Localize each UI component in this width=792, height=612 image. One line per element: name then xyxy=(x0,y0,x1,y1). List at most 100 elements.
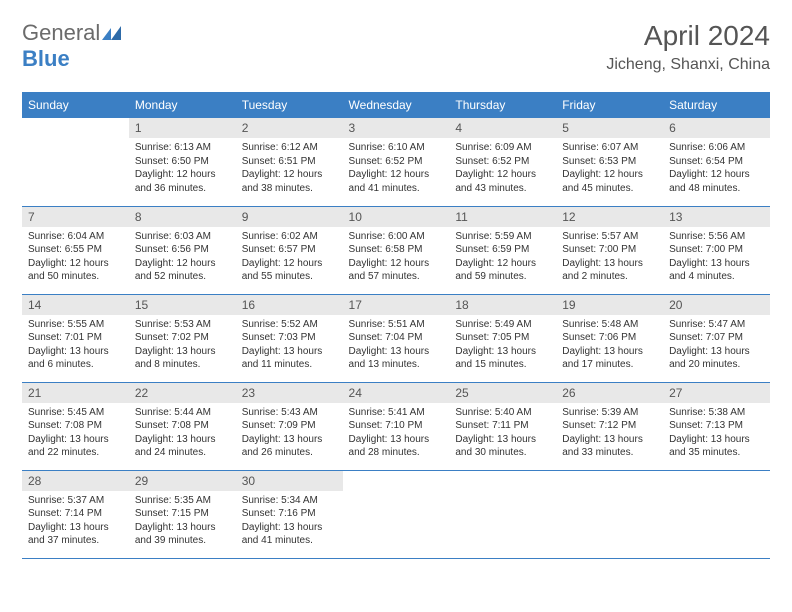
week-row: 1Sunrise: 6:13 AMSunset: 6:50 PMDaylight… xyxy=(22,118,770,206)
day-number: 1 xyxy=(129,118,236,138)
day-content: Sunrise: 5:53 AMSunset: 7:02 PMDaylight:… xyxy=(129,315,236,376)
day-cell: 9Sunrise: 6:02 AMSunset: 6:57 PMDaylight… xyxy=(236,206,343,294)
day-number: 8 xyxy=(129,207,236,227)
day-content: Sunrise: 5:55 AMSunset: 7:01 PMDaylight:… xyxy=(22,315,129,376)
day-cell: 8Sunrise: 6:03 AMSunset: 6:56 PMDaylight… xyxy=(129,206,236,294)
day-content: Sunrise: 6:06 AMSunset: 6:54 PMDaylight:… xyxy=(663,138,770,199)
logo-text-2: Blue xyxy=(22,46,70,71)
day-content: Sunrise: 6:10 AMSunset: 6:52 PMDaylight:… xyxy=(343,138,450,199)
day-number: 21 xyxy=(22,383,129,403)
day-cell: 15Sunrise: 5:53 AMSunset: 7:02 PMDayligh… xyxy=(129,294,236,382)
day-content: Sunrise: 6:13 AMSunset: 6:50 PMDaylight:… xyxy=(129,138,236,199)
day-cell: 10Sunrise: 6:00 AMSunset: 6:58 PMDayligh… xyxy=(343,206,450,294)
day-number: 16 xyxy=(236,295,343,315)
day-number: 26 xyxy=(556,383,663,403)
col-friday: Friday xyxy=(556,92,663,118)
day-cell: 1Sunrise: 6:13 AMSunset: 6:50 PMDaylight… xyxy=(129,118,236,206)
day-number: 5 xyxy=(556,118,663,138)
day-number: 22 xyxy=(129,383,236,403)
day-cell: 26Sunrise: 5:39 AMSunset: 7:12 PMDayligh… xyxy=(556,382,663,470)
col-thursday: Thursday xyxy=(449,92,556,118)
day-cell: 13Sunrise: 5:56 AMSunset: 7:00 PMDayligh… xyxy=(663,206,770,294)
day-number: 30 xyxy=(236,471,343,491)
week-row: 7Sunrise: 6:04 AMSunset: 6:55 PMDaylight… xyxy=(22,206,770,294)
day-cell xyxy=(663,470,770,558)
day-number: 2 xyxy=(236,118,343,138)
day-content: Sunrise: 5:39 AMSunset: 7:12 PMDaylight:… xyxy=(556,403,663,464)
logo: GeneralBlue xyxy=(22,20,122,72)
week-row: 14Sunrise: 5:55 AMSunset: 7:01 PMDayligh… xyxy=(22,294,770,382)
day-cell: 6Sunrise: 6:06 AMSunset: 6:54 PMDaylight… xyxy=(663,118,770,206)
day-content: Sunrise: 5:48 AMSunset: 7:06 PMDaylight:… xyxy=(556,315,663,376)
day-cell xyxy=(449,470,556,558)
header-row: Sunday Monday Tuesday Wednesday Thursday… xyxy=(22,92,770,118)
day-content: Sunrise: 6:03 AMSunset: 6:56 PMDaylight:… xyxy=(129,227,236,288)
day-cell: 20Sunrise: 5:47 AMSunset: 7:07 PMDayligh… xyxy=(663,294,770,382)
day-number: 4 xyxy=(449,118,556,138)
day-content: Sunrise: 6:12 AMSunset: 6:51 PMDaylight:… xyxy=(236,138,343,199)
day-content: Sunrise: 5:44 AMSunset: 7:08 PMDaylight:… xyxy=(129,403,236,464)
day-cell: 12Sunrise: 5:57 AMSunset: 7:00 PMDayligh… xyxy=(556,206,663,294)
day-content: Sunrise: 5:37 AMSunset: 7:14 PMDaylight:… xyxy=(22,491,129,552)
day-cell: 25Sunrise: 5:40 AMSunset: 7:11 PMDayligh… xyxy=(449,382,556,470)
week-row: 21Sunrise: 5:45 AMSunset: 7:08 PMDayligh… xyxy=(22,382,770,470)
calendar-body: 1Sunrise: 6:13 AMSunset: 6:50 PMDaylight… xyxy=(22,118,770,558)
day-cell xyxy=(556,470,663,558)
col-saturday: Saturday xyxy=(663,92,770,118)
day-number: 19 xyxy=(556,295,663,315)
logo-text-1: General xyxy=(22,20,100,45)
location: Jicheng, Shanxi, China xyxy=(606,56,770,74)
day-cell xyxy=(343,470,450,558)
day-number: 14 xyxy=(22,295,129,315)
day-cell: 22Sunrise: 5:44 AMSunset: 7:08 PMDayligh… xyxy=(129,382,236,470)
day-cell: 4Sunrise: 6:09 AMSunset: 6:52 PMDaylight… xyxy=(449,118,556,206)
day-number: 6 xyxy=(663,118,770,138)
day-number: 29 xyxy=(129,471,236,491)
day-cell: 5Sunrise: 6:07 AMSunset: 6:53 PMDaylight… xyxy=(556,118,663,206)
col-sunday: Sunday xyxy=(22,92,129,118)
day-cell: 11Sunrise: 5:59 AMSunset: 6:59 PMDayligh… xyxy=(449,206,556,294)
day-content: Sunrise: 6:09 AMSunset: 6:52 PMDaylight:… xyxy=(449,138,556,199)
day-content: Sunrise: 5:56 AMSunset: 7:00 PMDaylight:… xyxy=(663,227,770,288)
day-cell: 14Sunrise: 5:55 AMSunset: 7:01 PMDayligh… xyxy=(22,294,129,382)
day-content: Sunrise: 6:04 AMSunset: 6:55 PMDaylight:… xyxy=(22,227,129,288)
day-number: 15 xyxy=(129,295,236,315)
day-content: Sunrise: 5:35 AMSunset: 7:15 PMDaylight:… xyxy=(129,491,236,552)
day-number: 13 xyxy=(663,207,770,227)
day-cell: 21Sunrise: 5:45 AMSunset: 7:08 PMDayligh… xyxy=(22,382,129,470)
header: GeneralBlue April 2024 Jicheng, Shanxi, … xyxy=(22,20,770,74)
day-number: 24 xyxy=(343,383,450,403)
title-block: April 2024 Jicheng, Shanxi, China xyxy=(606,20,770,74)
day-number: 9 xyxy=(236,207,343,227)
day-content: Sunrise: 5:57 AMSunset: 7:00 PMDaylight:… xyxy=(556,227,663,288)
day-number: 27 xyxy=(663,383,770,403)
calendar: Sunday Monday Tuesday Wednesday Thursday… xyxy=(22,92,770,559)
day-content: Sunrise: 5:43 AMSunset: 7:09 PMDaylight:… xyxy=(236,403,343,464)
week-row: 28Sunrise: 5:37 AMSunset: 7:14 PMDayligh… xyxy=(22,470,770,558)
col-monday: Monday xyxy=(129,92,236,118)
day-content: Sunrise: 5:47 AMSunset: 7:07 PMDaylight:… xyxy=(663,315,770,376)
logo-icon xyxy=(102,20,122,34)
day-content: Sunrise: 5:49 AMSunset: 7:05 PMDaylight:… xyxy=(449,315,556,376)
day-cell: 27Sunrise: 5:38 AMSunset: 7:13 PMDayligh… xyxy=(663,382,770,470)
day-content: Sunrise: 6:07 AMSunset: 6:53 PMDaylight:… xyxy=(556,138,663,199)
day-number: 23 xyxy=(236,383,343,403)
day-cell: 30Sunrise: 5:34 AMSunset: 7:16 PMDayligh… xyxy=(236,470,343,558)
day-number: 28 xyxy=(22,471,129,491)
day-cell: 16Sunrise: 5:52 AMSunset: 7:03 PMDayligh… xyxy=(236,294,343,382)
day-number: 25 xyxy=(449,383,556,403)
day-content: Sunrise: 5:38 AMSunset: 7:13 PMDaylight:… xyxy=(663,403,770,464)
day-content: Sunrise: 5:40 AMSunset: 7:11 PMDaylight:… xyxy=(449,403,556,464)
day-content: Sunrise: 5:34 AMSunset: 7:16 PMDaylight:… xyxy=(236,491,343,552)
day-cell: 24Sunrise: 5:41 AMSunset: 7:10 PMDayligh… xyxy=(343,382,450,470)
day-content: Sunrise: 5:59 AMSunset: 6:59 PMDaylight:… xyxy=(449,227,556,288)
day-number: 17 xyxy=(343,295,450,315)
col-tuesday: Tuesday xyxy=(236,92,343,118)
col-wednesday: Wednesday xyxy=(343,92,450,118)
day-cell xyxy=(22,118,129,206)
day-content: Sunrise: 5:41 AMSunset: 7:10 PMDaylight:… xyxy=(343,403,450,464)
day-number: 11 xyxy=(449,207,556,227)
day-content: Sunrise: 6:02 AMSunset: 6:57 PMDaylight:… xyxy=(236,227,343,288)
day-number: 3 xyxy=(343,118,450,138)
day-cell: 17Sunrise: 5:51 AMSunset: 7:04 PMDayligh… xyxy=(343,294,450,382)
